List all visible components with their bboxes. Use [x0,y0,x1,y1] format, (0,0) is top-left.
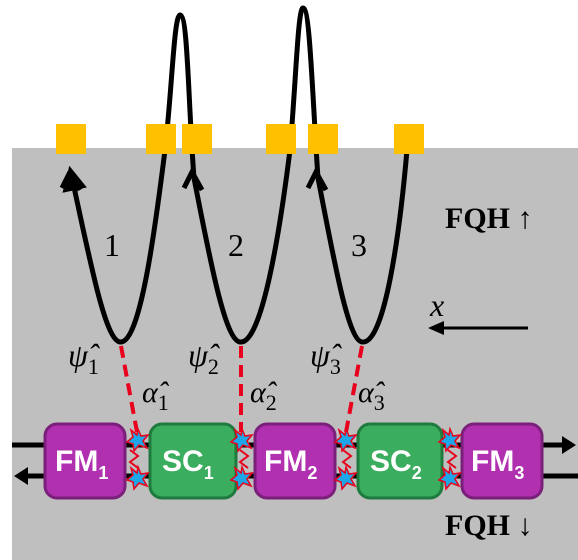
segments [43,422,544,500]
arrow-head [305,166,329,192]
segment-label: FM1 [55,445,108,483]
region-label: FQH ↑ [445,202,533,235]
majorana-stars [125,426,461,490]
arrow-head [14,467,28,485]
arrow-head [428,321,444,335]
segment-label: FM3 [471,445,524,483]
segment-label: FM2 [264,445,317,483]
edge-label: 2 [228,227,244,263]
axis-label: x [429,287,444,323]
edge-label: 3 [351,227,367,263]
segment-label: SC2 [370,445,422,483]
junctions [128,449,458,469]
arrow-head [562,436,576,454]
region-label: FQH ↓ [445,509,533,542]
contacts [56,124,424,154]
edge-label: 1 [104,227,120,263]
arrow-head [181,166,205,192]
coupling-lines [119,345,364,433]
segment-label: SC1 [162,445,214,483]
arrow-head [59,170,83,192]
